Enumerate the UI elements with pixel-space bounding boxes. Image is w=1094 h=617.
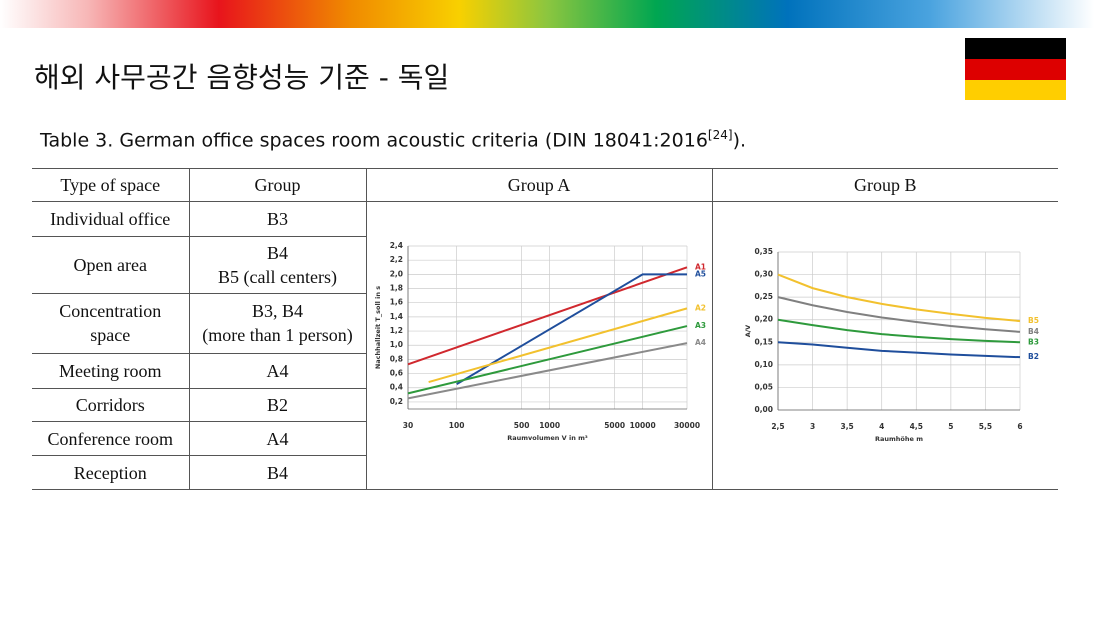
x-tick-label: 10000 [629,421,655,430]
column-header: Group [188,168,366,202]
series-label: A1 [695,262,706,271]
y-tick-label: 0,35 [754,247,773,256]
y-tick-label: 1,8 [389,284,402,293]
y-tick-label: 0,15 [754,337,773,346]
y-tick-label: 0,25 [754,292,773,301]
series-label: B3 [1028,337,1039,346]
y-tick-label: 0,30 [754,270,773,279]
caption-end: ). [732,129,747,152]
series-label: B4 [1028,327,1039,336]
series-line [427,307,687,384]
row: Concentration space B3, B4 (more than 1 p… [32,293,1058,354]
y-tick-label: 0,8 [389,354,402,363]
y-tick-label: 0,00 [754,405,773,414]
series-line [777,318,1020,344]
row: Conference room A4 [32,421,1058,457]
x-tick-label: 2,5 [771,422,784,431]
cell: B3 [188,201,366,237]
chart-cell: 0,00 0,05 0,10 0,15 0,20 0,25 0,30 0,35 2,5 3 3,5 4… [711,201,1058,490]
y-tick-label: 0,6 [389,369,402,378]
series-line [777,273,1020,323]
y-tick-label: 1,2 [389,326,402,335]
x-tick-label: 5 [948,422,953,431]
x-tick-label: 30000 [673,421,699,430]
series-line [407,266,687,366]
cell: Open area [32,235,189,295]
row: Reception B4 [32,455,1058,490]
chart-cell: 0,2 0,4 0,6 0,8 1,0 1,2 1,4 1,6 1,8 2,0 2,2 2,4 30 10… [365,201,712,490]
y-tick-label: 1,4 [389,312,402,321]
table-caption: Table 3. German office spaces room acous… [40,128,746,151]
y-tick-label: 0,20 [754,315,773,324]
chart: 0,2 0,4 0,6 0,8 1,0 1,2 1,4 1,6 1,8 2,0 2,2 2,4 30 10… [374,241,706,442]
x-tick-label: 3,5 [840,422,853,431]
x-tick-label: 500 [513,421,529,430]
row: Meeting room A4 [32,352,1058,389]
rainbow-band [0,0,1094,28]
x-tick-label: 4 [879,422,884,431]
series-label: B5 [1028,316,1039,325]
cell: B4 B5 (call centers) [188,235,366,295]
series-line [407,325,687,395]
y-tick-label: 0,10 [754,360,773,369]
row: Corridors B2 [32,387,1058,423]
cell: Corridors [32,387,189,423]
series-label: B2 [1028,352,1039,361]
x-tick-label: 4,5 [909,422,922,431]
series-line [777,341,1020,359]
flag-stripe [965,59,1066,80]
y-tick-label: 1,6 [389,298,402,307]
x-tick-label: 6 [1017,422,1022,431]
flag-stripe [965,80,1066,100]
x-axis-label: Raumhöhe m [875,435,923,443]
y-tick-label: 0,2 [389,397,402,406]
series-line [777,296,1020,333]
cell: Conference room [32,421,189,457]
series-label: A4 [695,338,706,347]
caption-ref: [24] [707,128,733,142]
series-label: A3 [695,321,706,330]
criteria-table: Type of space Group Group A Group B Indi… [32,168,1058,490]
chart: 0,00 0,05 0,10 0,15 0,20 0,25 0,30 0,35 2,5 3 3,5 4… [744,247,1039,443]
series-line [407,342,687,400]
cell: A4 [188,421,366,457]
series-line [455,273,687,386]
y-tick-label: 0,05 [754,382,773,391]
y-tick-label: 2,2 [389,255,402,264]
cell: Concentration space [32,293,189,354]
header-row: Type of space Group Group A Group B [32,168,1058,202]
cell: Reception [32,455,189,490]
column-header: Group B [711,168,1058,202]
y-axis-label: A/V [744,325,752,337]
caption-text: Table 3. German office spaces room acous… [40,129,708,152]
x-tick-label: 3 [809,422,814,431]
x-tick-label: 100 [448,421,464,430]
slide-title: 해외 사무공간 음향성능 기준 - 독일 [34,61,450,94]
y-axis-label: Nachhallzeit T_soll in s [374,286,382,369]
column-header: Group A [365,168,712,202]
x-tick-label: 5,5 [978,422,991,431]
cell: B2 [188,387,366,423]
y-tick-label: 0,4 [389,383,402,392]
x-axis-label: Raumvolumen V in m³ [507,434,588,442]
y-tick-label: 2,0 [389,269,402,278]
cell: Meeting room [32,352,189,389]
x-tick-label: 1000 [539,421,560,430]
row: Individual office B3 0,2 0,4 0,6 0,8 1,0 1,2 1… [32,201,1058,490]
cell: A4 [188,352,366,389]
x-tick-label: 5000 [604,421,625,430]
flag-stripe [965,38,1066,59]
y-tick-label: 1,0 [389,340,402,349]
series-label: A5 [695,269,706,278]
x-tick-label: 30 [402,421,412,430]
y-tick-label: 2,4 [389,241,402,250]
cell: Individual office [32,201,189,237]
german-flag [965,38,1066,100]
cell: B3, B4 (more than 1 person) [188,293,366,354]
column-header: Type of space [32,168,189,202]
cell: B4 [188,455,366,490]
series-label: A2 [695,303,706,312]
